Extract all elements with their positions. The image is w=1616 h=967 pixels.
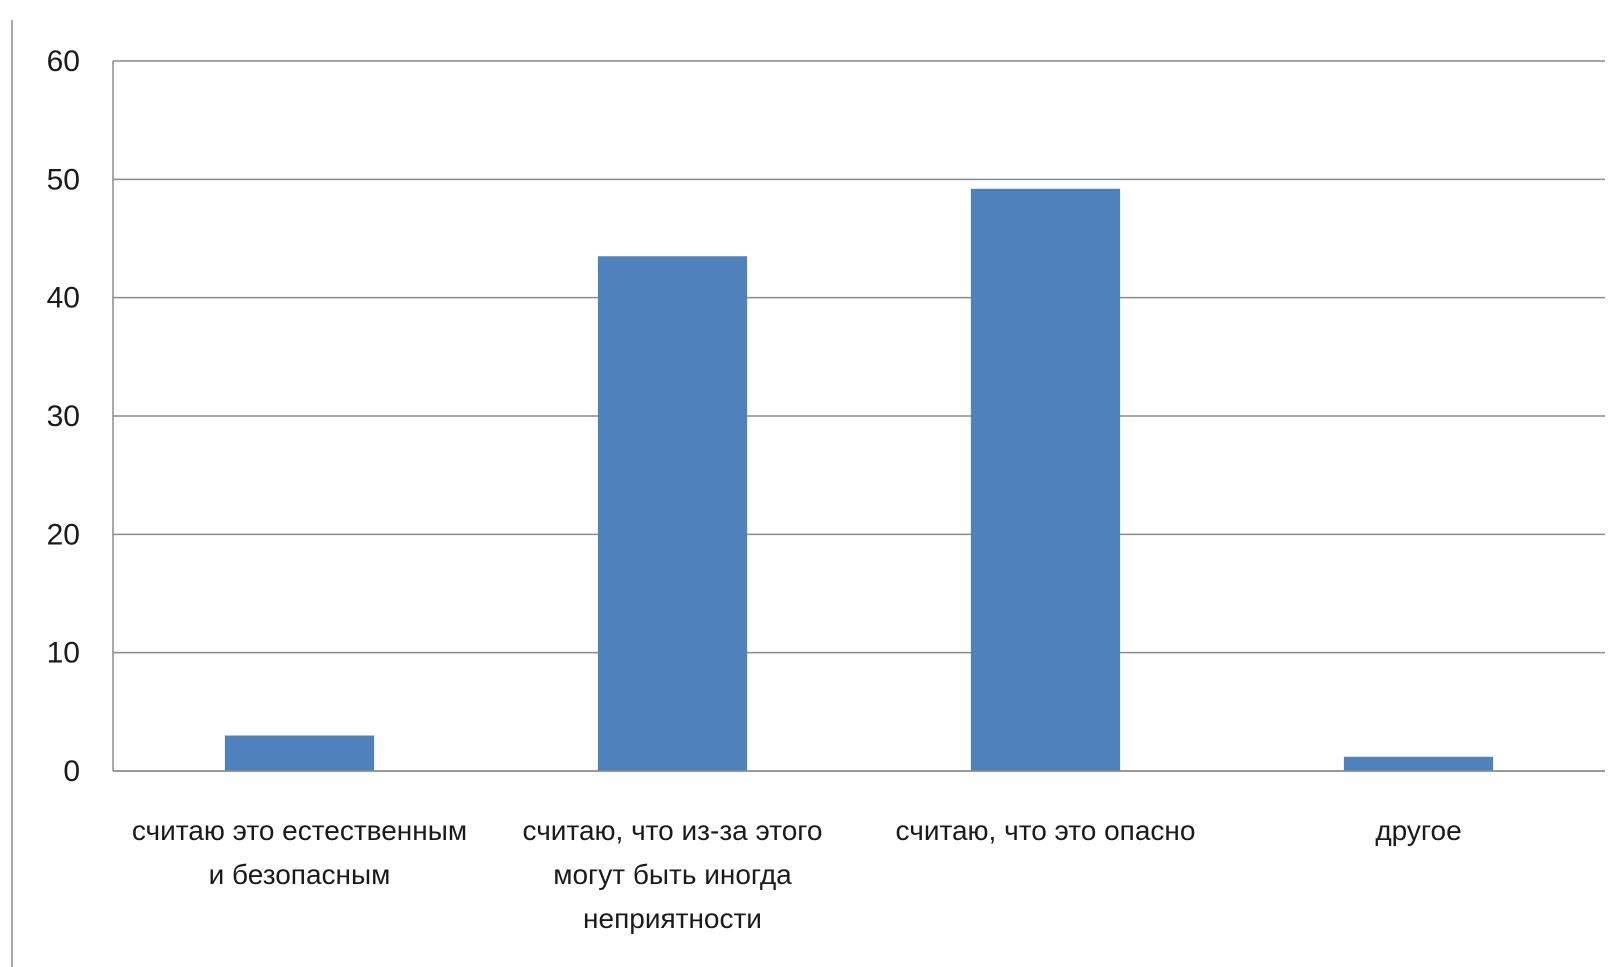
bars bbox=[224, 188, 1494, 772]
bar-3 bbox=[970, 188, 1121, 772]
y-tick-label: 40 bbox=[47, 282, 80, 315]
x-category-label-line: могут быть иногда bbox=[553, 859, 792, 890]
y-tick-label: 30 bbox=[47, 400, 80, 433]
x-category-label: считаю, что из-за этого могут быть иногда… bbox=[523, 815, 823, 934]
x-category-label-line: другое bbox=[1375, 815, 1461, 846]
x-category-label: считаю, что это опасно bbox=[896, 815, 1196, 846]
y-tick-label: 20 bbox=[47, 518, 80, 551]
y-tick-label: 0 bbox=[63, 755, 80, 788]
x-axis: считаю это естественным и безопаснымсчита… bbox=[113, 770, 1605, 934]
y-axis: 0 10 20 30 40 50 60 bbox=[47, 45, 114, 788]
x-category-label: считаю это естественным и безопасным bbox=[132, 815, 467, 890]
x-category-label-line: неприятности bbox=[583, 903, 762, 934]
bar-2 bbox=[597, 256, 748, 771]
x-category-label-line: считаю это естественным bbox=[132, 815, 467, 846]
bar-4 bbox=[1343, 756, 1494, 771]
y-tick-label: 10 bbox=[47, 637, 80, 670]
x-category-label-line: считаю, что из-за этого bbox=[523, 815, 823, 846]
y-tick-label: 50 bbox=[47, 163, 80, 196]
x-category-label: другое bbox=[1375, 815, 1461, 846]
gridlines bbox=[113, 60, 1605, 772]
x-category-label-line: и безопасным bbox=[209, 859, 391, 890]
bar-1 bbox=[224, 735, 375, 771]
x-category-label-line: считаю, что это опасно bbox=[896, 815, 1196, 846]
y-tick-label: 60 bbox=[47, 45, 80, 78]
